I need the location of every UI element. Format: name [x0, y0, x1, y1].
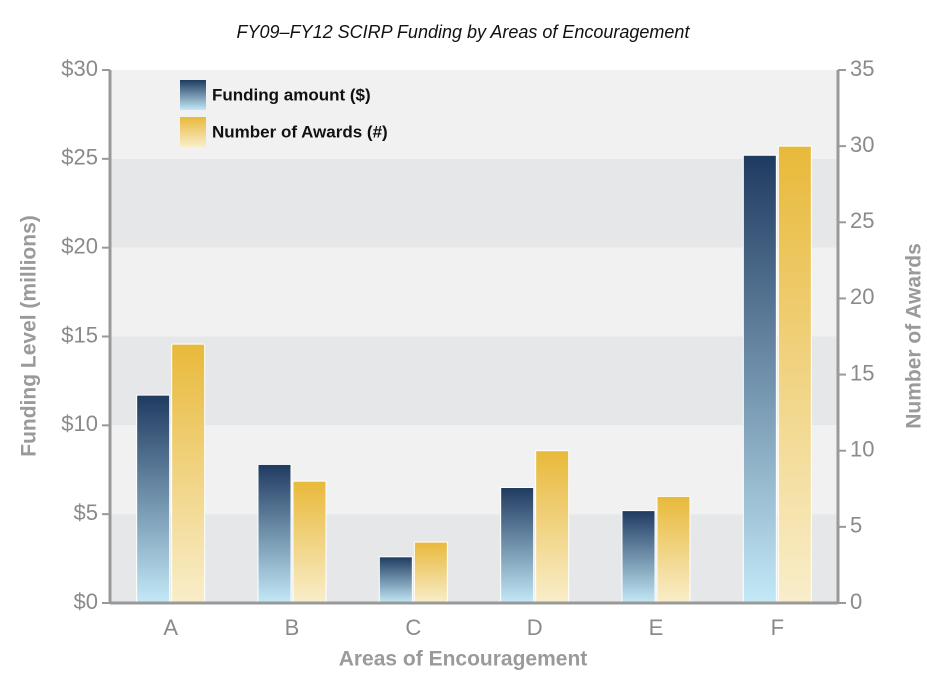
bar [777, 145, 812, 604]
x-tick-label: C [405, 615, 421, 640]
bar [621, 510, 656, 604]
grid-band [110, 336, 838, 426]
bar [292, 480, 327, 604]
y2-tick-label: 35 [850, 56, 874, 81]
y-tick-label: $5 [74, 500, 98, 525]
y2-tick-label: 10 [850, 437, 874, 462]
y-tick-label: $10 [61, 411, 98, 436]
grid-band [110, 247, 838, 337]
x-tick-label: D [527, 615, 543, 640]
x-tick-label: F [771, 615, 784, 640]
bar [378, 556, 413, 604]
y-tick-label: $0 [74, 589, 98, 614]
legend-label: Funding amount ($) [212, 85, 371, 104]
y-tick-label: $20 [61, 233, 98, 258]
bar [742, 154, 777, 604]
chart-title: FY09–FY12 SCIRP Funding by Areas of Enco… [237, 22, 691, 42]
y2-axis-title: Number of Awards [903, 243, 926, 429]
y-tick-label: $30 [61, 56, 98, 81]
y2-tick-label: 25 [850, 208, 874, 233]
grid-band [110, 514, 838, 603]
bar [257, 463, 292, 604]
y2-tick-label: 5 [850, 513, 862, 538]
legend-label: Number of Awards (#) [212, 122, 388, 141]
x-tick-label: A [163, 615, 178, 640]
x-axis-title: Areas of Encouragement [339, 648, 588, 671]
grid-band [110, 425, 838, 515]
legend-swatch [180, 80, 206, 110]
y-axis-title: Funding Level (millions) [18, 215, 41, 457]
y2-tick-label: 20 [850, 284, 874, 309]
bar [413, 541, 448, 604]
grid-band [110, 70, 838, 159]
y2-tick-label: 0 [850, 589, 862, 614]
x-tick-label: E [649, 615, 664, 640]
bar [171, 343, 206, 604]
legend-swatch [180, 117, 206, 147]
bar [535, 450, 570, 604]
bar [500, 487, 535, 604]
bar [136, 394, 171, 604]
bar [656, 495, 691, 604]
x-tick-label: B [285, 615, 300, 640]
y2-tick-label: 30 [850, 132, 874, 157]
y-tick-label: $25 [61, 145, 98, 170]
y-tick-label: $15 [61, 322, 98, 347]
y2-tick-label: 15 [850, 360, 874, 385]
grid-band [110, 158, 838, 248]
